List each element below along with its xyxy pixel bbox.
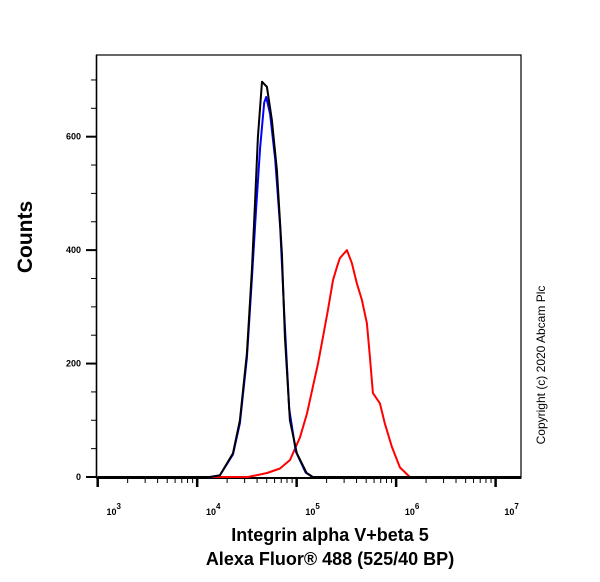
series-line-0: [97, 80, 521, 478]
y-tick-label: 600: [66, 132, 81, 142]
x-tick-label: 104: [206, 502, 221, 517]
series-line-1: [97, 96, 521, 478]
series-line-2: [97, 249, 521, 478]
x-axis-label-line-1: Integrin alpha V+beta 5: [231, 525, 429, 545]
x-tick-label: 107: [504, 502, 519, 517]
x-axis-label-line-2: Alexa Fluor® 488 (525/40 BP): [206, 549, 454, 569]
copyright-annotation: Copyright (c) 2020 Abcam Plc: [534, 286, 548, 445]
x-tick-label: 106: [405, 502, 420, 517]
plot-frame: [95, 54, 522, 479]
y-tick-label: 0: [76, 472, 81, 482]
y-tick-label: 200: [66, 359, 81, 369]
x-tick-label: 105: [305, 502, 320, 517]
x-tick-label: 103: [106, 502, 121, 517]
y-tick-label: 400: [66, 245, 81, 255]
y-axis-label: Counts: [14, 201, 37, 273]
